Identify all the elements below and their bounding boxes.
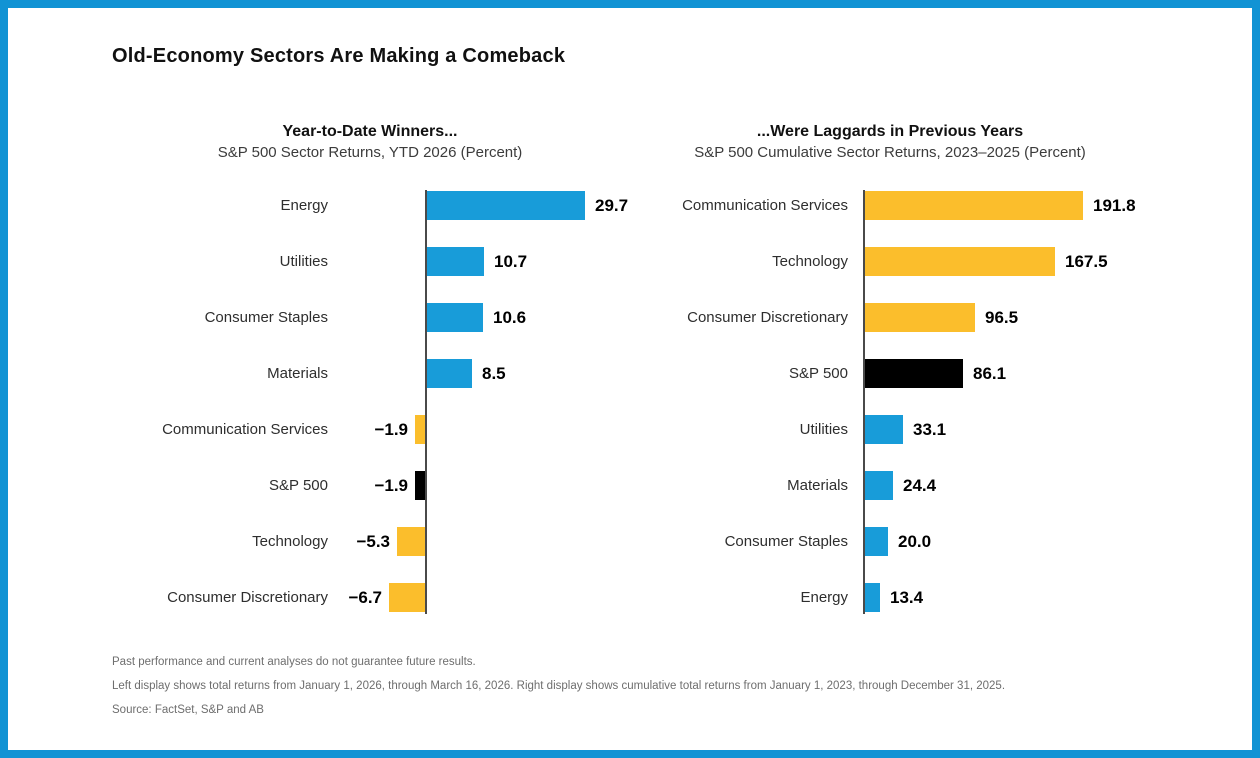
chart-row-technology: Technology 167.5 [640, 234, 1140, 290]
category-label: Technology [252, 533, 328, 550]
chart-title-right: ...Were Laggards in Previous Years [756, 123, 1024, 140]
value-label: 33.1 [913, 420, 947, 439]
bar-technology [865, 247, 1055, 276]
bar-s-p-500 [865, 359, 963, 388]
chart-row-s-p-500: S&P 500 −1.9 [110, 458, 630, 514]
value-label: 167.5 [1065, 252, 1108, 271]
chart-subtitle-right: S&P 500 Cumulative Sector Returns, 2023–… [694, 144, 1086, 161]
page-title: Old-Economy Sectors Are Making a Comebac… [112, 45, 566, 67]
category-label: Utilities [799, 421, 848, 438]
chart-row-communication-services: Communication Services 191.8 [640, 178, 1140, 234]
charts-row: Year-to-Date Winners... S&P 500 Sector R… [110, 122, 1252, 626]
bar-s-p-500 [415, 471, 425, 500]
value-label: 8.5 [482, 364, 506, 383]
value-label: −1.9 [374, 476, 408, 495]
value-label: −5.3 [356, 532, 390, 551]
bar-consumer-discretionary [865, 303, 975, 332]
category-label: Consumer Discretionary [167, 589, 328, 606]
value-label: 191.8 [1093, 196, 1136, 215]
footnote-disclaimer: Past performance and current analyses do… [112, 656, 476, 668]
chart-row-consumer-discretionary: Consumer Discretionary 96.5 [640, 290, 1140, 346]
value-label: 10.6 [493, 308, 527, 327]
bar-technology [397, 527, 425, 556]
value-label: 24.4 [903, 476, 937, 495]
bar-utilities [427, 247, 484, 276]
bar-consumer-staples [427, 303, 483, 332]
bar-communication-services [865, 191, 1083, 220]
chart-row-energy: Energy 29.7 [110, 178, 630, 234]
category-label: Consumer Staples [724, 533, 848, 550]
category-label: Energy [280, 197, 328, 214]
chart-row-consumer-discretionary: Consumer Discretionary −6.7 [110, 570, 630, 626]
chart-title-left: Year-to-Date Winners... [282, 123, 458, 140]
chart-row-energy: Energy 13.4 [640, 570, 1140, 626]
value-label: −1.9 [374, 420, 408, 439]
footnote-methodology: Left display shows total returns from Ja… [112, 680, 1006, 692]
chart-row-consumer-staples: Consumer Staples 20.0 [640, 514, 1140, 570]
category-label: Consumer Staples [204, 309, 328, 326]
bar-utilities [865, 415, 903, 444]
category-label: Consumer Discretionary [687, 309, 848, 326]
chart-row-s-p-500: S&P 500 86.1 [640, 346, 1140, 402]
bar-consumer-staples [865, 527, 888, 556]
value-label: 13.4 [890, 588, 924, 607]
category-label: Technology [772, 253, 848, 270]
chart-subtitle-left: S&P 500 Sector Returns, YTD 2026 (Percen… [217, 144, 523, 161]
baseline-axis [863, 190, 865, 614]
chart-row-materials: Materials 24.4 [640, 458, 1140, 514]
footnote-source: Source: FactSet, S&P and AB [112, 704, 264, 716]
chart-row-materials: Materials 8.5 [110, 346, 630, 402]
bar-materials [427, 359, 472, 388]
category-label: Communication Services [162, 421, 328, 438]
bar-communication-services [415, 415, 425, 444]
category-label: Materials [787, 477, 848, 494]
category-label: S&P 500 [269, 477, 328, 494]
chart-plot-right: Communication Services 191.8 Technology 167… [640, 178, 1140, 626]
chart-row-consumer-staples: Consumer Staples 10.6 [110, 290, 630, 346]
category-label: Materials [267, 365, 328, 382]
category-label: Energy [800, 589, 848, 606]
bar-consumer-discretionary [389, 583, 425, 612]
footnotes: Past performance and current analyses do… [112, 656, 1252, 717]
value-label: 20.0 [898, 532, 932, 551]
value-label: 29.7 [595, 196, 629, 215]
chart-ytd-returns: Year-to-Date Winners... S&P 500 Sector R… [110, 122, 630, 626]
chart-plot-left: Energy 29.7 Utilities 10.7 Consumer Staples 1… [110, 178, 630, 626]
bar-energy [865, 583, 880, 612]
bar-energy [427, 191, 585, 220]
category-label: S&P 500 [789, 365, 848, 382]
bar-materials [865, 471, 893, 500]
chart-row-communication-services: Communication Services −1.9 [110, 402, 630, 458]
value-label: −6.7 [348, 588, 382, 607]
chart-cumulative-returns: ...Were Laggards in Previous Years S&P 5… [640, 122, 1140, 626]
value-label: 10.7 [494, 252, 528, 271]
value-label: 86.1 [973, 364, 1007, 383]
chart-row-technology: Technology −5.3 [110, 514, 630, 570]
value-label: 96.5 [985, 308, 1019, 327]
baseline-axis [425, 190, 427, 614]
chart-row-utilities: Utilities 33.1 [640, 402, 1140, 458]
category-label: Communication Services [682, 197, 848, 214]
chart-row-utilities: Utilities 10.7 [110, 234, 630, 290]
category-label: Utilities [279, 253, 328, 270]
